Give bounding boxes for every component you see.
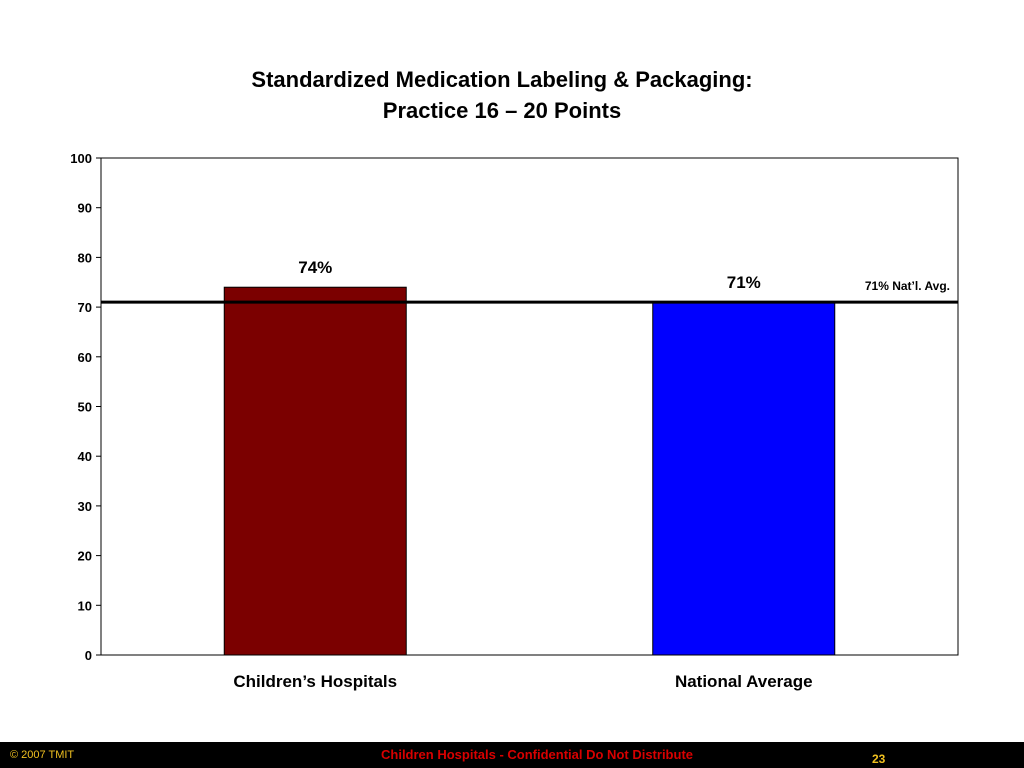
y-tick-label: 40 [78,449,92,464]
y-tick-label: 80 [78,250,92,265]
footer-copyright: © 2007 TMIT [10,749,75,761]
bar-data-label: 71% [727,273,761,292]
y-tick-label: 50 [78,400,92,415]
y-tick-label: 30 [78,499,92,514]
y-tick-label: 0 [85,648,92,663]
reference-line-label: 71% Nat’l. Avg. [865,279,950,293]
y-tick-label: 10 [78,598,92,613]
page-number: 23 [872,752,886,766]
chart-title: Standardized Medication Labeling & Packa… [0,64,1004,126]
bar-national-average [652,301,836,656]
footer-confidential-notice: Children Hospitals - Confidential Do Not… [381,747,693,762]
y-tick-label: 20 [78,549,92,564]
y-tick-label: 90 [78,201,92,216]
plot-area: 0 10 20 30 40 50 60 70 80 90 100 74% Children’s Hosp… [70,151,959,691]
y-tick-label: 60 [78,350,92,365]
chart-title-line-1: Standardized Medication Labeling & Packa… [251,67,753,92]
y-tick-label: 70 [78,300,92,315]
bar-chart: 0 10 20 30 40 50 60 70 80 90 100 74% Children’s Hosp… [70,151,959,691]
x-category-label: Children’s Hospitals [233,672,397,691]
bar-childrens-hospitals [223,286,407,656]
bar-data-label: 74% [298,258,332,277]
footer-bar: © 2007 TMIT Children Hospitals - Confide… [0,742,1024,768]
chart-title-line-2: Practice 16 – 20 Points [382,98,622,123]
x-category-label: National Average [675,672,813,691]
y-tick-label: 100 [70,151,92,166]
